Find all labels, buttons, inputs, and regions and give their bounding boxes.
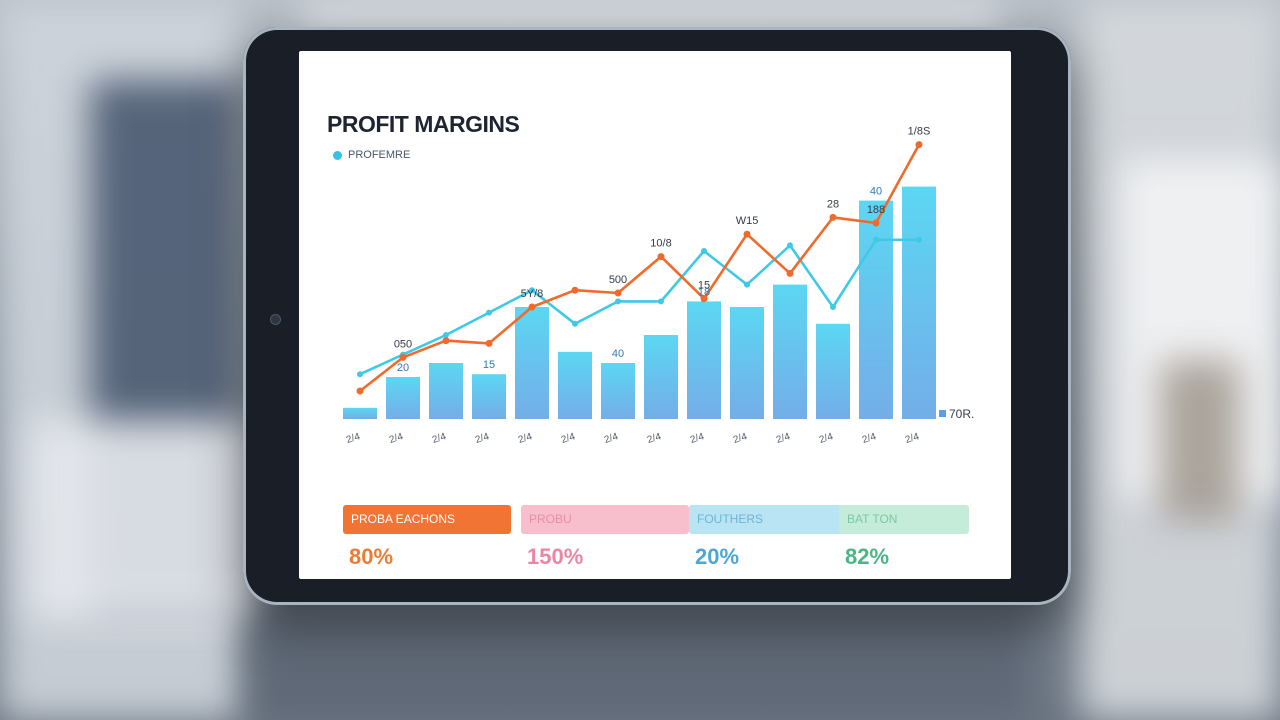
chart-bar: [859, 200, 893, 419]
chart-bar: [730, 307, 764, 419]
series-line-orange-point: [356, 387, 364, 395]
series-line-orange-point: [700, 295, 708, 303]
series-line-cyan-point: [830, 304, 836, 310]
series-line-orange-point: [743, 230, 751, 238]
kpi-card: FOUTHERS 20%: [689, 505, 857, 570]
kpi-label: BAT TON: [839, 505, 969, 534]
kpi-label: PROBU: [521, 505, 689, 534]
kpi-value: 20%: [695, 544, 740, 569]
series-line-orange-point: [528, 303, 536, 311]
series-line-orange-point: [442, 337, 450, 345]
legend-dot-icon: [333, 150, 342, 160]
series-line-cyan-point: [658, 298, 664, 305]
chart-bar: [687, 301, 721, 419]
chart-bar: [902, 186, 936, 419]
series-line-cyan: [359, 238, 919, 376]
chart-title: PROFIT MARGINS: [327, 111, 520, 137]
series-line-cyan-point: [357, 371, 363, 378]
kpi-value: 150%: [527, 544, 584, 569]
chart-bar: [558, 351, 592, 419]
tablet-screen: PROFIT MARGINS PROFEMRE 20 15 40 18 40 050 5Y/…: [299, 51, 1011, 579]
line-data-label: 15: [698, 280, 710, 292]
series-line-orange-point: [657, 253, 665, 261]
chart-legend: PROFEMRE: [333, 149, 410, 161]
bar-data-label: 18: [698, 286, 710, 298]
chart-bar: [816, 323, 850, 419]
end-label: 70R.: [949, 407, 974, 421]
kpi-row: PROBA EACHONS 80% PROBU 150% FOUTHERS 20…: [343, 505, 973, 575]
series-line-orange-point: [786, 269, 794, 277]
line-data-label: 500: [609, 274, 627, 286]
kpi-value: 82%: [845, 544, 890, 569]
x-tick-label: 2/4: [689, 431, 706, 446]
x-tick-label: 2/4: [345, 431, 362, 446]
series-line-orange-point: [872, 219, 880, 227]
x-tick-label: 2/4: [775, 431, 792, 446]
x-tick-label: 2/4: [603, 431, 620, 446]
x-tick-label: 2/4: [517, 431, 534, 446]
chart-bar: [515, 307, 549, 419]
series-line-orange-point: [485, 339, 493, 347]
x-tick-label: 2/4: [861, 431, 878, 446]
x-tick-label: 2/4: [904, 431, 921, 446]
kpi-card: PROBU 150%: [521, 505, 689, 570]
end-marker-icon: [939, 410, 946, 417]
series-line-orange-point: [571, 286, 579, 294]
series-line-cyan-point: [572, 320, 578, 327]
camera-icon: [270, 314, 281, 325]
line-data-label: W15: [736, 215, 759, 227]
bar-data-label: 40: [870, 186, 882, 198]
kpi-card: PROBA EACHONS 80%: [343, 505, 511, 570]
series-line-orange-point: [399, 353, 407, 361]
series-line-cyan-point: [744, 281, 750, 288]
kpi-label: PROBA EACHONS: [343, 505, 511, 534]
chart-bar: [386, 377, 420, 419]
series-line-orange-point: [915, 141, 923, 149]
series-line-cyan-point: [615, 298, 621, 305]
chart-bar: [343, 407, 377, 419]
series-line-cyan-point: [486, 309, 492, 316]
series-line-cyan-point: [443, 332, 449, 338]
series-line-cyan-point: [701, 248, 707, 254]
kpi-card: BAT TON 82%: [839, 505, 969, 570]
profit-chart: 20 15 40 18 40 050 5Y/8 500 10/8 15 W15 28 188 1/8S 2/…: [343, 126, 974, 446]
line-data-label: 5Y/8: [521, 288, 544, 300]
x-tick-label: 2/4: [818, 431, 835, 446]
tablet-device: PROFIT MARGINS PROFEMRE 20 15 40 18 40 050 5Y/…: [243, 27, 1071, 605]
line-data-label: 1/8S: [908, 126, 931, 138]
line-data-label: 050: [394, 338, 412, 350]
kpi-value: 80%: [349, 544, 394, 569]
series-line-cyan-point: [529, 287, 535, 294]
x-tick-label: 2/4: [388, 431, 405, 446]
bar-data-label: 40: [612, 348, 624, 360]
chart-bar: [601, 363, 635, 419]
chart-bar: [472, 374, 506, 419]
x-tick-label: 2/4: [646, 431, 663, 446]
series-line-orange-point: [829, 213, 837, 221]
series-line-orange: [359, 143, 921, 393]
series-line-cyan-point: [787, 242, 793, 249]
kpi-label: FOUTHERS: [689, 505, 857, 534]
x-tick-label: 2/4: [474, 431, 491, 446]
series-line-cyan-point: [916, 236, 922, 243]
legend-label: PROFEMRE: [348, 149, 411, 161]
series-line-orange-point: [614, 289, 622, 297]
line-data-label: 10/8: [650, 238, 671, 250]
bar-data-label: 20: [397, 362, 409, 374]
x-tick-label: 2/4: [732, 431, 749, 446]
line-data-label: 188: [867, 204, 885, 216]
chart-bar: [644, 335, 678, 419]
bar-data-label: 15: [483, 359, 495, 371]
series-line-cyan-point: [873, 236, 879, 243]
line-data-label: 28: [827, 198, 839, 210]
x-tick-label: 2/4: [431, 431, 448, 446]
x-tick-label: 2/4: [560, 431, 577, 446]
chart-bar: [429, 363, 463, 419]
chart-bar: [773, 284, 807, 419]
